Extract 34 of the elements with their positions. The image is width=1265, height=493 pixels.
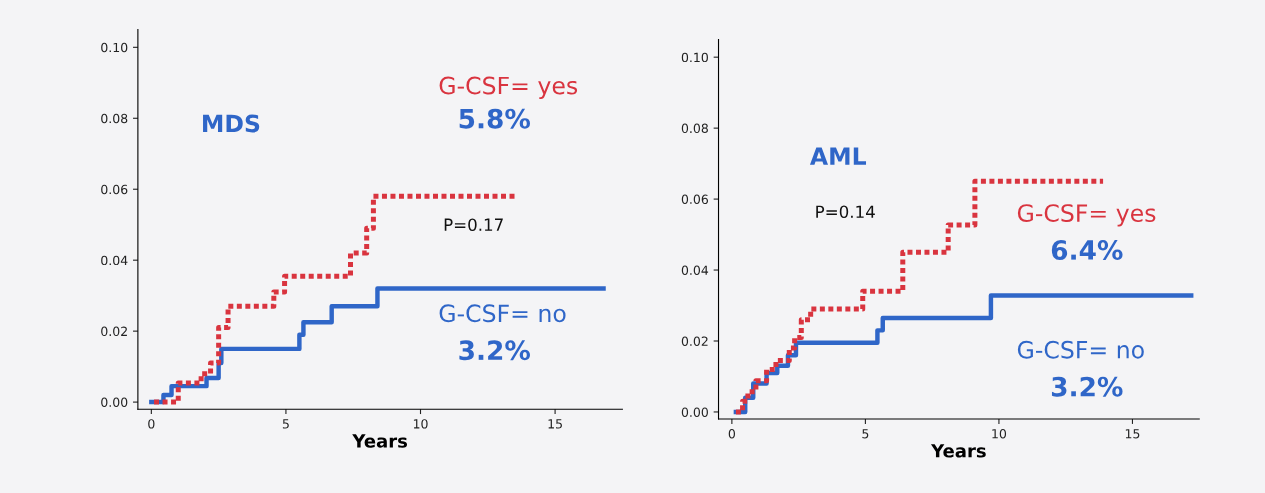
y-tick-label: 0.08 <box>681 123 708 134</box>
y-tick-label: 0.06 <box>681 194 709 205</box>
y-tick-label: 0.04 <box>101 255 128 266</box>
y-tick-label: 0.10 <box>101 42 128 53</box>
x-tick-label: 5 <box>862 429 869 439</box>
annotation: 3.2% <box>459 340 530 361</box>
x-axis-title: Years <box>930 444 986 458</box>
text: G-CSF= yes <box>439 76 578 100</box>
text: MDS <box>203 114 260 133</box>
y-tick-label: 0.00 <box>681 407 708 417</box>
x-axis-title: Years <box>352 434 408 448</box>
series-label: G-CSF= no <box>439 304 566 323</box>
x-tick-label: 0 <box>728 428 736 439</box>
y-tick-label: 0.02 <box>101 326 127 337</box>
annotation: P=0.14 <box>816 205 875 219</box>
x-tick-label: 10 <box>992 428 1007 439</box>
y-tick-label: 0.02 <box>681 336 708 346</box>
annotation: P=0.17 <box>444 218 503 232</box>
x-tick-label: 10 <box>413 419 428 429</box>
text: AML <box>809 147 867 165</box>
y-tick-label: 0.04 <box>681 265 709 275</box>
y-tick-label: 0.06 <box>101 184 128 195</box>
x-tick-label: 15 <box>548 419 562 429</box>
annotation: 5.8% <box>459 108 530 129</box>
y-tick-label: 0.08 <box>101 113 128 124</box>
annotation: 3.2% <box>1051 376 1123 397</box>
x-tick-label: 5 <box>282 419 289 429</box>
series-label: G-CSF= yes <box>1017 204 1156 227</box>
x-tick-label: 15 <box>1125 429 1140 439</box>
series-label: G-CSF= no <box>1017 340 1144 359</box>
annotation: 6.4% <box>1051 240 1123 260</box>
x-tick-label: 0 <box>148 419 155 429</box>
y-tick-label: 0.00 <box>101 397 128 408</box>
y-tick-label: 0.10 <box>681 52 708 63</box>
